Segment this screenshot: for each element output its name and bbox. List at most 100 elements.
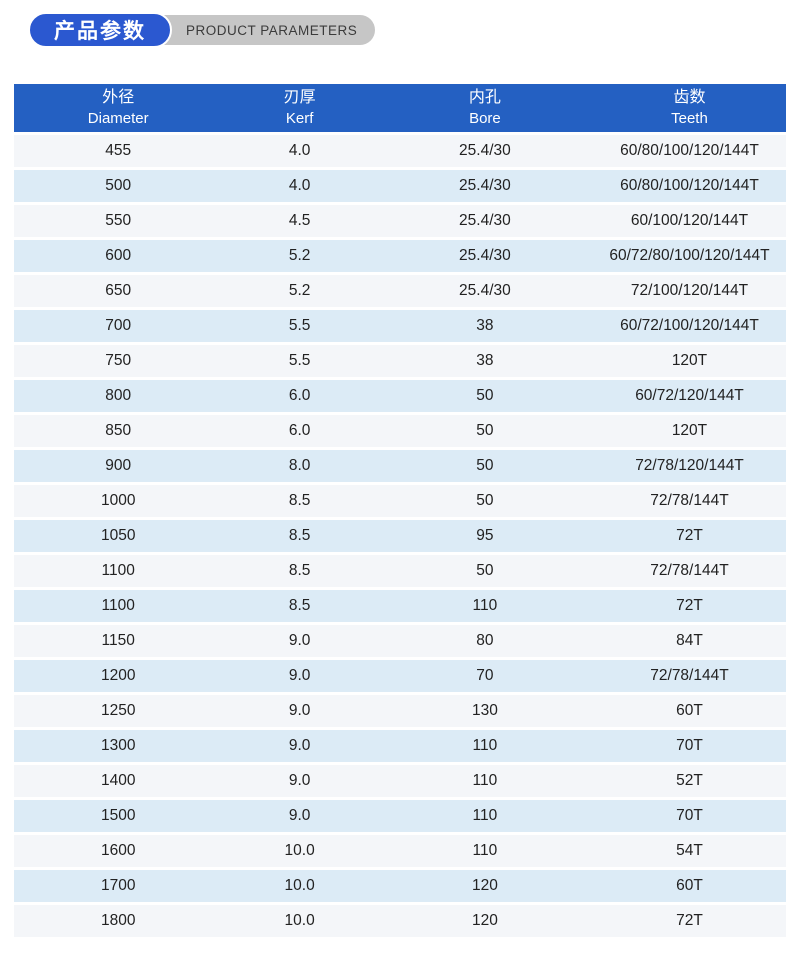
cell-kerf: 5.2 xyxy=(288,282,311,299)
cell-teeth: 52T xyxy=(676,772,703,789)
cell-kerf: 5.5 xyxy=(288,317,311,334)
cell-teeth: 60/80/100/120/144T xyxy=(620,177,759,194)
cell-bore: 95 xyxy=(476,527,494,544)
cell-teeth: 120T xyxy=(671,352,708,369)
cell-teeth: 120T xyxy=(671,422,708,439)
table-row: 1400 9.0 110 52T xyxy=(14,765,786,797)
column-header-diameter: 外径 Diameter xyxy=(14,84,222,132)
table-row: 1150 9.0 80 84T xyxy=(14,625,786,657)
cell-diameter: 1000 xyxy=(100,492,136,509)
cell-bore: 80 xyxy=(476,632,494,649)
table-row: 455 4.0 25.4/30 60/80/100/120/144T xyxy=(14,135,786,167)
table-row: 1100 8.5 50 72/78/144T xyxy=(14,555,786,587)
column-header-kerf-en: Kerf xyxy=(285,109,314,127)
cell-kerf: 9.0 xyxy=(288,667,311,684)
cell-kerf: 9.0 xyxy=(288,737,311,754)
table-row: 1100 8.5 110 72T xyxy=(14,590,786,622)
cell-kerf: 8.0 xyxy=(288,457,311,474)
cell-diameter: 1800 xyxy=(100,912,136,929)
cell-diameter: 650 xyxy=(105,282,132,299)
cell-diameter: 1050 xyxy=(100,527,136,544)
cell-kerf: 9.0 xyxy=(288,632,311,649)
cell-diameter: 600 xyxy=(105,247,132,264)
table-row: 550 4.5 25.4/30 60/100/120/144T xyxy=(14,205,786,237)
cell-kerf: 5.5 xyxy=(288,352,311,369)
cell-kerf: 9.0 xyxy=(288,807,311,824)
cell-bore: 50 xyxy=(476,422,494,439)
table-row: 1600 10.0 110 54T xyxy=(14,835,786,867)
cell-teeth: 60/100/120/144T xyxy=(630,212,749,229)
cell-teeth: 84T xyxy=(676,632,703,649)
cell-teeth: 60/72/120/144T xyxy=(635,387,744,404)
cell-bore: 50 xyxy=(476,457,494,474)
cell-kerf: 8.5 xyxy=(288,597,311,614)
cell-kerf: 4.0 xyxy=(288,177,311,194)
cell-diameter: 500 xyxy=(105,177,132,194)
cell-diameter: 1200 xyxy=(100,667,136,684)
table-row: 1000 8.5 50 72/78/144T xyxy=(14,485,786,517)
cell-teeth: 60/80/100/120/144T xyxy=(620,142,759,159)
cell-kerf: 8.5 xyxy=(288,527,311,544)
table-row: 1050 8.5 95 72T xyxy=(14,520,786,552)
cell-bore: 25.4/30 xyxy=(459,142,511,159)
cell-teeth: 72T xyxy=(676,597,703,614)
cell-teeth: 72/78/144T xyxy=(650,667,729,684)
table-row: 500 4.0 25.4/30 60/80/100/120/144T xyxy=(14,170,786,202)
cell-kerf: 8.5 xyxy=(288,492,311,509)
cell-teeth: 72T xyxy=(676,527,703,544)
table-row: 850 6.0 50 120T xyxy=(14,415,786,447)
cell-bore: 130 xyxy=(471,702,498,719)
column-header-bore-en: Bore xyxy=(469,109,501,127)
column-header-bore: 内孔 Bore xyxy=(377,84,593,132)
cell-bore: 38 xyxy=(476,317,494,334)
cell-diameter: 1150 xyxy=(101,632,135,649)
cell-kerf: 6.0 xyxy=(288,387,311,404)
cell-teeth: 72/78/144T xyxy=(650,492,729,509)
column-header-kerf-zh: 刃厚 xyxy=(283,88,316,106)
cell-teeth: 72/100/120/144T xyxy=(630,282,749,299)
cell-bore: 110 xyxy=(472,842,498,859)
cell-kerf: 10.0 xyxy=(284,842,315,859)
cell-teeth: 72/78/120/144T xyxy=(635,457,744,474)
column-header-teeth-zh: 齿数 xyxy=(673,88,706,106)
cell-kerf: 4.5 xyxy=(288,212,311,229)
cell-teeth: 60/72/100/120/144T xyxy=(620,317,759,334)
cell-diameter: 1600 xyxy=(100,842,136,859)
cell-kerf: 9.0 xyxy=(288,702,311,719)
cell-diameter: 1100 xyxy=(101,562,135,579)
cell-bore: 50 xyxy=(476,387,494,404)
table-row: 800 6.0 50 60/72/120/144T xyxy=(14,380,786,412)
cell-bore: 25.4/30 xyxy=(459,282,511,299)
cell-bore: 25.4/30 xyxy=(459,177,511,194)
table-row: 1500 9.0 110 70T xyxy=(14,800,786,832)
table-row: 1800 10.0 120 72T xyxy=(14,905,786,937)
section-title-badge: 产品参数 PRODUCT PARAMETERS xyxy=(28,12,800,48)
product-parameters-table: 外径 Diameter 刃厚 Kerf 内孔 Bore 齿数 Teeth 455… xyxy=(14,84,786,937)
table-row: 750 5.5 38 120T xyxy=(14,345,786,377)
cell-teeth: 54T xyxy=(676,842,703,859)
cell-diameter: 1250 xyxy=(100,702,136,719)
table-row: 650 5.2 25.4/30 72/100/120/144T xyxy=(14,275,786,307)
cell-teeth: 72/78/144T xyxy=(650,562,729,579)
column-header-kerf: 刃厚 Kerf xyxy=(222,84,376,132)
cell-bore: 120 xyxy=(471,877,498,894)
cell-bore: 110 xyxy=(472,737,498,754)
cell-diameter: 455 xyxy=(105,142,132,159)
table-row: 700 5.5 38 60/72/100/120/144T xyxy=(14,310,786,342)
cell-teeth: 70T xyxy=(676,737,703,754)
cell-bore: 38 xyxy=(476,352,494,369)
section-title-zh: 产品参数 xyxy=(28,12,172,48)
cell-diameter: 900 xyxy=(105,457,132,474)
cell-teeth: 60T xyxy=(676,877,703,894)
cell-diameter: 750 xyxy=(105,352,132,369)
cell-bore: 50 xyxy=(476,492,494,509)
column-header-bore-zh: 内孔 xyxy=(468,88,501,106)
cell-teeth: 60/72/80/100/120/144T xyxy=(609,247,770,264)
cell-bore: 25.4/30 xyxy=(459,212,511,229)
table-row: 1700 10.0 120 60T xyxy=(14,870,786,902)
cell-diameter: 1500 xyxy=(100,807,136,824)
cell-diameter: 1700 xyxy=(100,877,136,894)
cell-diameter: 800 xyxy=(105,387,132,404)
cell-bore: 110 xyxy=(472,597,498,614)
cell-bore: 70 xyxy=(476,667,494,684)
